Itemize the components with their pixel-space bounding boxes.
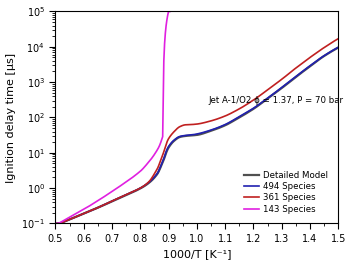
361 Species [71,217,75,220]
361 Species [268,87,272,90]
Detailed Model [71,217,75,220]
143 Species [54,222,58,225]
Detailed Model [268,95,272,99]
Line: 494 Species: 494 Species [55,47,338,223]
143 Species [157,145,161,148]
Legend: Detailed Model, 494 Species, 361 Species, 143 Species: Detailed Model, 494 Species, 361 Species… [240,168,331,217]
494 Species [53,222,58,225]
361 Species [225,114,229,117]
143 Species [121,182,126,185]
143 Species [150,156,154,160]
Detailed Model [336,46,340,49]
Detailed Model [297,73,301,76]
Text: Jet A-1/O2 ϕ = 1.37, P = 70 bar: Jet A-1/O2 ϕ = 1.37, P = 70 bar [208,96,343,105]
143 Species [53,222,58,225]
494 Species [71,217,75,220]
Detailed Model [53,222,58,225]
143 Species [168,10,172,13]
143 Species [121,182,125,186]
Detailed Model [225,123,229,126]
494 Species [217,125,222,129]
Detailed Model [217,126,222,129]
Y-axis label: Ignition delay time [μs]: Ignition delay time [μs] [6,52,16,183]
Line: 143 Species: 143 Species [55,11,170,223]
Line: Detailed Model: Detailed Model [55,48,338,223]
361 Species [53,222,58,225]
494 Species [233,117,238,120]
361 Species [217,117,222,120]
494 Species [297,73,301,76]
361 Species [336,37,340,40]
X-axis label: 1000/T [K⁻¹]: 1000/T [K⁻¹] [163,249,231,259]
494 Species [336,46,340,49]
Detailed Model [233,118,238,121]
361 Species [297,64,301,67]
143 Species [167,10,171,13]
Line: 361 Species: 361 Species [55,39,338,223]
494 Species [225,122,229,125]
494 Species [268,95,272,98]
143 Species [124,181,128,184]
361 Species [233,109,238,112]
